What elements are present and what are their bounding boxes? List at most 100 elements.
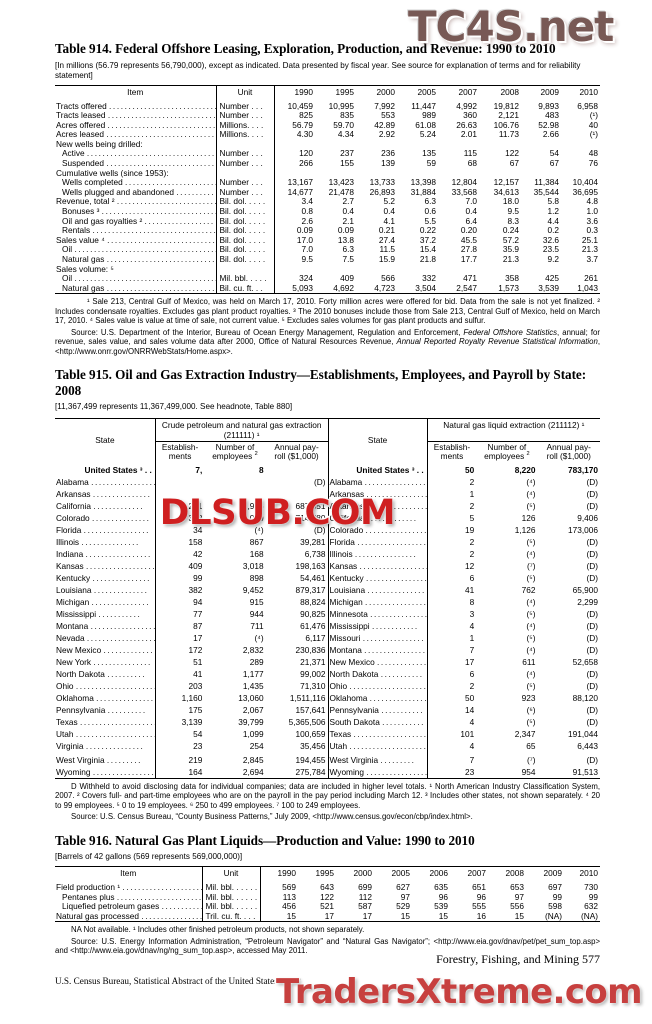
table-915-source: Source: U.S. Census Bureau, “County Busi… <box>55 812 600 822</box>
row-value: 6.3 <box>424 196 436 207</box>
state-label: Louisiana .............. <box>56 584 149 595</box>
state-label: Kentucky ............... <box>56 572 152 583</box>
state-value: 21,371 <box>300 656 326 667</box>
table-row: New Mexico ............. 172 2,832 230,836 M… <box>55 643 600 656</box>
state-label: Ohio ..................... <box>56 680 156 691</box>
row-value: 96 <box>476 891 486 902</box>
page-content: Table 914. Federal Offshore Leasing, Exp… <box>55 0 600 956</box>
row-label: Bonuses ³ ..............................… <box>62 207 216 217</box>
col-2007-916: 2007 <box>467 868 486 879</box>
state-value: 1,160 <box>154 691 205 704</box>
row-value: 115 <box>463 148 477 159</box>
row-value: 0.4 <box>465 206 477 217</box>
state-value: (D) <box>586 476 598 487</box>
state-label: United States ³ . . <box>327 462 428 476</box>
state-label: West Virginia ......... <box>56 754 143 765</box>
row-value: 587 <box>358 901 372 912</box>
table-row: Kansas .................. 409 3,018 198,163… <box>55 559 600 572</box>
table-row: Colorado ............... 382 5,000 714,780 C… <box>55 511 600 524</box>
group-natural-gas-liquid: Natural gas liquid extraction (211112) ¹ <box>426 417 600 442</box>
table-row: Rentals ................................… <box>55 226 600 236</box>
row-value: 13,398 <box>410 177 436 188</box>
table-915-footnote: D Withheld to avoid disclosing data for … <box>55 782 600 811</box>
row-value: 5,093 <box>273 283 315 294</box>
table-row: Acres leased ...........................… <box>55 130 600 140</box>
col-2009: 2009 <box>540 86 559 97</box>
row-value: 37.2 <box>419 234 436 245</box>
row-value: 3,504 <box>415 282 436 293</box>
row-value: 122 <box>320 891 334 902</box>
table-row: New York ............... 51 289 21,371 New M… <box>55 655 600 668</box>
row-value: 67 <box>509 158 519 169</box>
state-value: 201 <box>154 499 205 512</box>
col-item-916: Item <box>120 868 137 879</box>
col-state-left: State <box>55 417 156 463</box>
row-value: 3.6 <box>586 215 598 226</box>
row-value: 7.0 <box>465 196 477 207</box>
footer-citation: U.S. Census Bureau, Statistical Abstract… <box>55 976 301 986</box>
row-value: 409 <box>340 273 354 284</box>
state-value: (⁵) <box>526 716 536 727</box>
row-value: 324 <box>273 274 315 284</box>
row-value: 835 <box>340 110 354 121</box>
state-value: 41 <box>426 583 477 596</box>
table-row: Natural gas ............................… <box>55 282 600 294</box>
state-value: (D) <box>586 500 598 511</box>
row-value: 35,544 <box>533 186 559 197</box>
table-914-body: Tracts offered .........................… <box>55 99 600 294</box>
row-value: 45.5 <box>460 234 477 245</box>
state-value: (⁷) <box>526 754 536 765</box>
state-label: Illinois ................ <box>327 547 428 560</box>
state-label: Missouri ................ <box>327 631 428 644</box>
row-value: 2.7 <box>342 196 354 207</box>
state-label: Michigan ............... <box>56 596 151 607</box>
state-value: 9,406 <box>577 512 598 523</box>
state-label: New Mexico ............. <box>56 644 155 655</box>
row-value: 632 <box>584 901 598 912</box>
row-value: 643 <box>320 882 334 893</box>
row-value: 4.30 <box>273 130 315 140</box>
table-row: Bonuses ³ ..............................… <box>55 206 600 217</box>
state-label: Montana .................. <box>327 643 428 656</box>
row-value: 13,423 <box>328 177 354 188</box>
state-label: Montana ................. <box>56 620 156 631</box>
row-value: 0.2 <box>547 225 559 236</box>
state-label: Alabama ................. <box>56 476 156 487</box>
row-value: 471 <box>463 273 477 284</box>
state-value: 9,452 <box>242 584 264 595</box>
row-value: 120 <box>273 149 315 160</box>
state-value: 91,513 <box>572 766 598 777</box>
col-1990-916: 1990 <box>259 866 298 882</box>
state-value: (D) <box>586 668 598 679</box>
state-label: Mississippi ........... <box>56 608 142 619</box>
row-value: 13.8 <box>337 234 354 245</box>
row-value: 358 <box>505 273 519 284</box>
table-row: Oil ....................................… <box>55 274 600 284</box>
state-value: 275,784 <box>295 766 326 777</box>
state-value: 1,511,116 <box>289 692 326 703</box>
state-value: 41 <box>154 667 205 680</box>
state-value: 5,000 <box>242 512 264 523</box>
src-italic-1: Federal Offshore Statistics <box>463 327 558 337</box>
row-value: 2.66 <box>542 129 559 140</box>
state-value: (D) <box>586 488 598 499</box>
row-value: 8.3 <box>507 215 519 226</box>
state-value: 6,117 <box>305 632 326 643</box>
table-row: Oklahoma ............... 1,160 13,060 1,511… <box>55 691 600 704</box>
row-value: 699 <box>358 882 372 893</box>
row-value: 521 <box>320 901 334 912</box>
table-row: Nevada .................. 17 (⁴) 6,117 Misso… <box>55 631 600 644</box>
state-label: Alabama .................. <box>327 475 428 488</box>
state-value: 1,177 <box>242 668 264 679</box>
state-value: 879,317 <box>295 584 326 595</box>
state-value: (D) <box>586 632 598 643</box>
row-value: 0.21 <box>378 225 395 236</box>
row-value: 3.4 <box>273 197 315 208</box>
row-unit: Number . . . <box>215 178 274 188</box>
state-value: 8 <box>426 595 477 608</box>
state-value: 2,694 <box>242 766 264 777</box>
state-label: Florida .................. <box>327 535 428 548</box>
row-value: 6,958 <box>577 100 598 111</box>
row-label: Natural gas ............................… <box>62 283 216 293</box>
state-label: Michigan ................ <box>327 595 428 608</box>
